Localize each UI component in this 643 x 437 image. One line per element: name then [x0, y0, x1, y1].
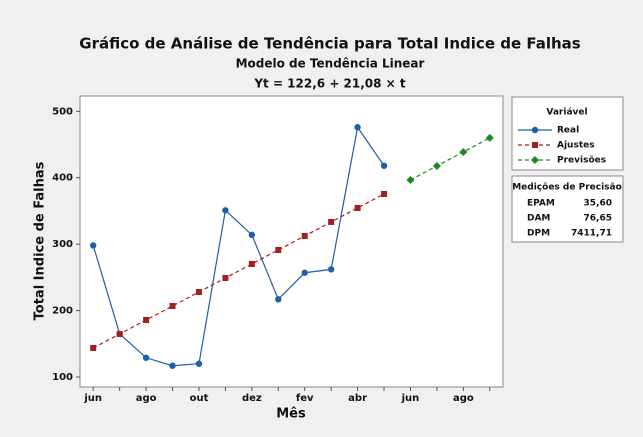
point [459, 147, 468, 156]
point [327, 266, 335, 273]
chart-title: Gráfico de Análise de Tendência para Tot… [79, 35, 581, 53]
point [195, 288, 202, 295]
precision-value: 7411,71 [571, 229, 612, 239]
legend-title: Variável [546, 108, 587, 118]
point [248, 231, 256, 239]
point [275, 246, 282, 253]
precision-title: Medições de Precisão [512, 183, 622, 193]
x-tick-label: jun [401, 393, 420, 404]
series-line [92, 193, 385, 349]
point [169, 362, 176, 369]
x-tick-label: dez [242, 393, 262, 404]
point [143, 317, 150, 324]
point [485, 133, 494, 142]
point [381, 190, 388, 197]
point [354, 204, 361, 211]
point [195, 360, 203, 367]
y-tick-label: 500 [52, 106, 73, 117]
chart-subtitle: Modelo de Tendência Linear [236, 57, 425, 71]
precision-table [511, 175, 624, 243]
point [380, 162, 388, 169]
equation: Yt = 122,6 + 21,08 × t [253, 77, 406, 91]
point [222, 207, 229, 214]
plot-area [79, 95, 504, 388]
precision-label: DPM [527, 229, 550, 239]
point [142, 354, 150, 361]
x-tick-label: ago [136, 393, 157, 404]
point [301, 232, 308, 239]
y-tick-label: 100 [52, 372, 73, 383]
x-tick-label: ago [453, 393, 474, 404]
legend-marker [531, 156, 539, 164]
legend-marker [531, 126, 539, 134]
point [169, 302, 176, 309]
point [248, 260, 255, 267]
legend-label: Previsões [557, 156, 606, 166]
precision-value: 76,65 [584, 214, 612, 224]
precision-label: DAM [527, 214, 550, 224]
point [354, 124, 361, 131]
series-line [92, 125, 385, 367]
point [90, 242, 97, 249]
y-tick-label: 400 [52, 173, 73, 184]
legend [511, 96, 624, 171]
x-tick-label: out [190, 393, 209, 404]
precision-label: EPAM [527, 199, 555, 209]
point [328, 218, 335, 225]
legend-marker [532, 142, 538, 148]
point [275, 296, 282, 303]
x-axis-label: Mês [276, 407, 306, 422]
legend-label: Ajustes [557, 141, 595, 151]
x-tick-label: jun [83, 393, 102, 404]
point [406, 175, 415, 184]
x-tick-label: fev [296, 393, 314, 404]
point [301, 269, 308, 276]
y-tick-label: 300 [52, 239, 73, 250]
y-axis-label: Total Indice de Falhas [33, 161, 48, 320]
point [432, 161, 441, 170]
point [116, 331, 123, 338]
series-line [410, 137, 491, 181]
y-tick-label: 200 [52, 306, 73, 317]
precision-value: 35,60 [584, 199, 612, 209]
point [222, 274, 229, 281]
legend-label: Real [557, 126, 579, 136]
x-tick-label: abr [348, 393, 367, 404]
point [90, 345, 97, 352]
